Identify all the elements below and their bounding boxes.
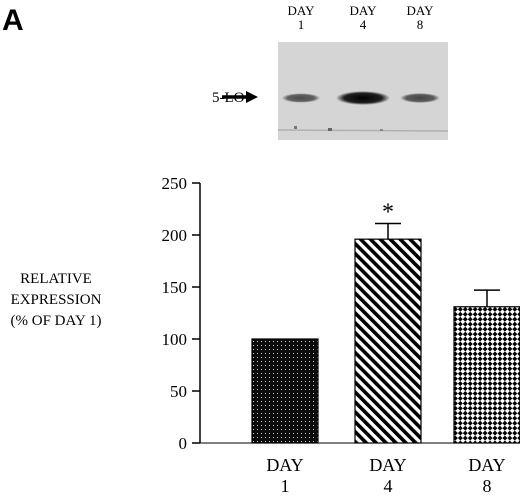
y-tick-label-100: 100 [162, 330, 188, 349]
lane-label-1-bottom: 1 [298, 17, 305, 32]
lane-label-1-top: DAY [288, 3, 316, 18]
y-tick-label-250: 250 [162, 174, 188, 193]
x-tick-label-top-2: DAY [369, 455, 406, 475]
lane-label-2-top: DAY [350, 3, 378, 18]
band-arrow [222, 91, 258, 103]
y-axis-label: RELATIVE EXPRESSION (% OF DAY 1) [11, 271, 102, 329]
blot-edge-mark [277, 129, 449, 132]
y-axis-label-line-1: RELATIVE [20, 271, 92, 287]
blot-speck-2 [328, 128, 332, 131]
lane-labels: DAY 1 DAY 4 DAY 8 [288, 3, 435, 32]
panel-letter: A [2, 4, 24, 37]
bar-day-8 [453, 306, 520, 444]
bar-day-1 [251, 338, 319, 444]
blot-band-1 [281, 93, 321, 103]
blot-band-3 [400, 93, 440, 103]
error-bars [375, 222, 500, 307]
significance-marks: * [382, 200, 394, 226]
bar-chart: RELATIVE EXPRESSION (% OF DAY 1) 0 50 100 150… [11, 174, 520, 496]
y-tick-label-50: 50 [170, 382, 187, 401]
y-tick-label-200: 200 [162, 226, 188, 245]
blot-bands [281, 91, 440, 105]
significance-star-day-4: * [382, 200, 394, 226]
y-axis-label-line-2: EXPRESSION [11, 292, 102, 308]
western-blot: DAY 1 DAY 4 DAY 8 5-LO [212, 3, 449, 140]
x-tick-label-top-3: DAY [468, 455, 505, 475]
x-tick-label-bottom-2: 4 [384, 476, 393, 496]
x-tick-label-bottom-3: 8 [483, 476, 492, 496]
blot-speck-3 [380, 129, 383, 131]
y-axis: 0 50 100 150 200 250 [162, 174, 201, 453]
y-axis-label-line-3: (% OF DAY 1) [11, 313, 102, 329]
blot-speck-1 [294, 126, 297, 129]
bar-day-4 [354, 238, 422, 444]
x-tick-label-bottom-1: 1 [281, 476, 290, 496]
blot-band-2 [336, 91, 390, 105]
bars [251, 238, 520, 444]
y-tick-label-150: 150 [162, 278, 188, 297]
x-tick-label-top-1: DAY [266, 455, 303, 475]
lane-label-2-bottom: 4 [360, 17, 367, 32]
y-tick-label-0: 0 [179, 434, 188, 453]
lane-label-3-top: DAY [407, 3, 435, 18]
lane-label-3-bottom: 8 [417, 17, 424, 32]
